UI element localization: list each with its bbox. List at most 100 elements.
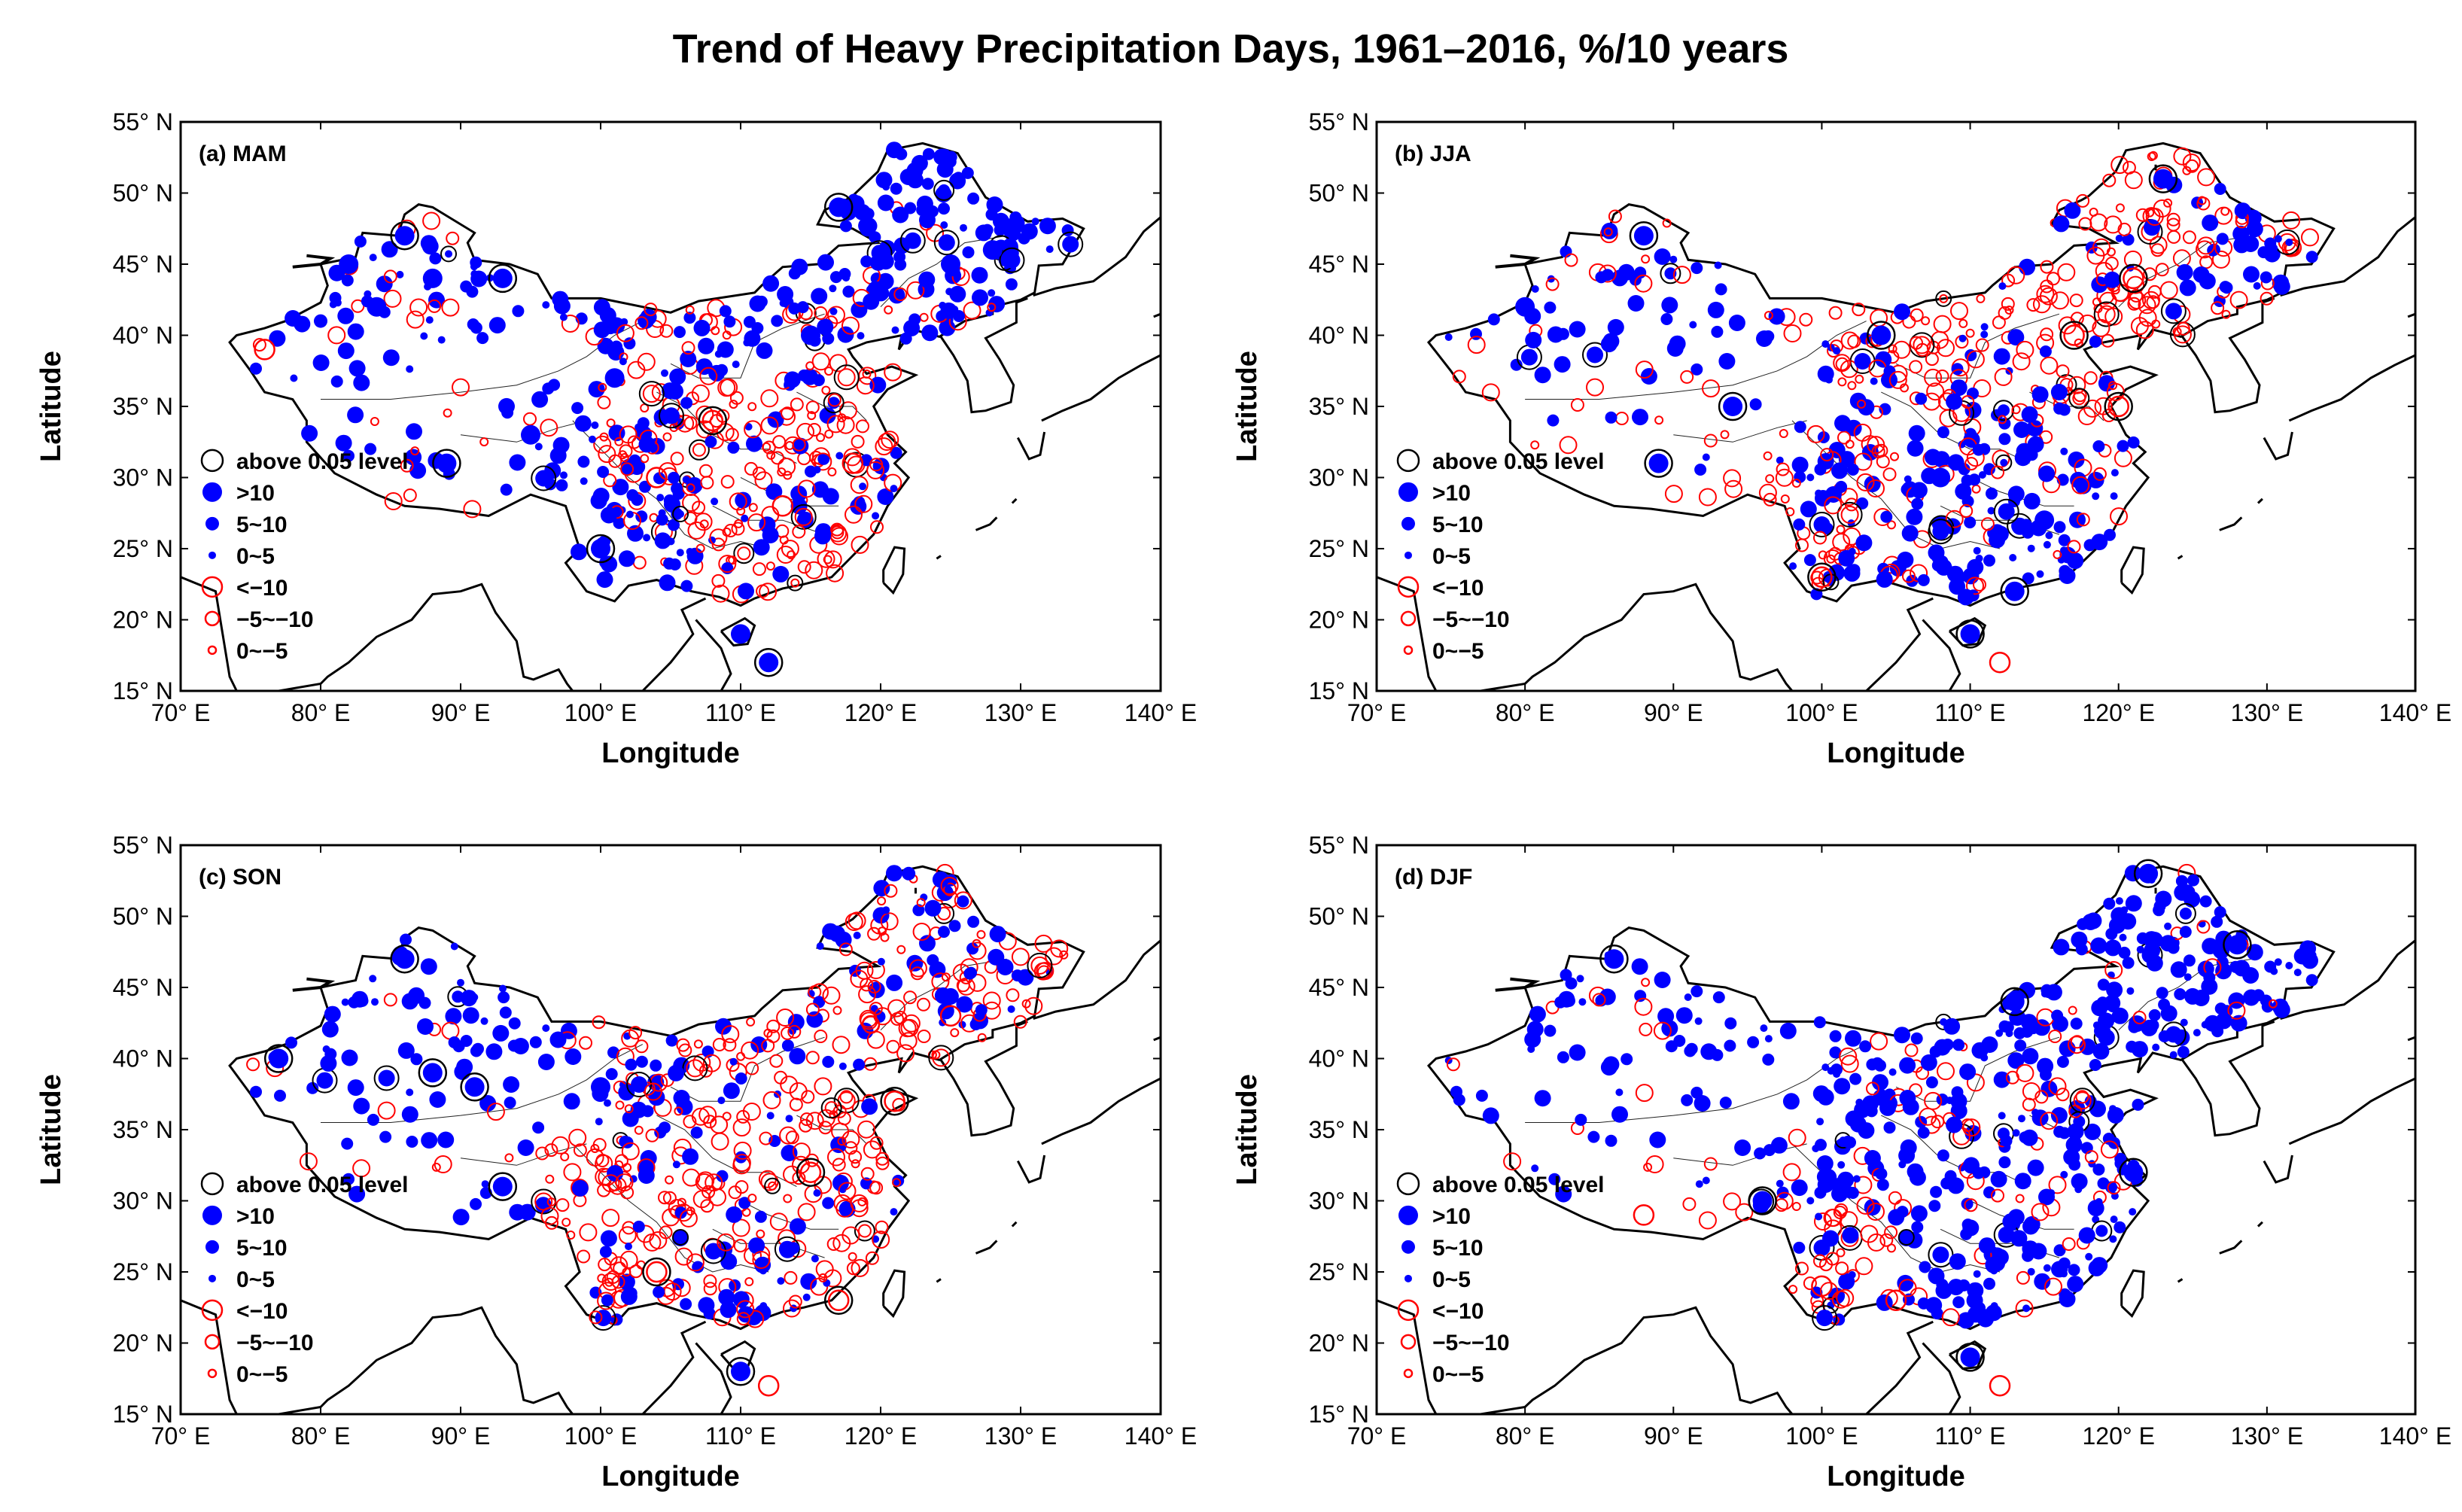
station-marker [711,584,730,603]
station-marker [601,1209,620,1228]
station-marker [911,154,928,172]
station-marker [663,407,680,424]
station-marker [1959,503,1974,518]
legend-marker [200,449,224,473]
station-marker [854,494,873,513]
station-point [464,1077,485,1097]
station-point [394,949,415,969]
station-marker [886,974,903,991]
station-marker [674,1106,683,1116]
station-marker [406,423,422,440]
legend-marker [1396,449,1420,473]
station-marker [1531,1164,1539,1173]
station-marker [2104,939,2122,957]
coastline [936,555,942,560]
station-marker [853,931,861,939]
station-marker [352,1159,371,1178]
station-marker [1967,558,1984,576]
station-marker [1856,473,1875,491]
station-marker [523,412,537,426]
station-marker [531,391,549,408]
station-marker [910,966,924,981]
station-marker [601,1294,613,1307]
station-marker [1554,356,1571,373]
y-tick-label: 55° N [113,832,173,859]
y-tick-label: 30° N [113,464,173,491]
station-marker [1816,1155,1834,1172]
station-marker [1837,377,1847,387]
station-marker [250,362,262,375]
legend-marker [1403,645,1414,656]
station-marker [866,961,885,979]
station-marker [600,1230,617,1247]
station-marker [857,332,865,340]
station-marker [2146,295,2160,309]
station-marker [720,1301,737,1319]
station-marker [301,424,318,442]
y-tick-label: 15° N [113,677,173,704]
station-marker [797,1203,816,1221]
station-marker [875,1156,890,1170]
station-marker [329,291,342,304]
station-point [591,1077,610,1097]
significance-ring [764,1177,781,1194]
y-tick-label: 55° N [1309,832,1369,859]
station-marker [1898,1161,1907,1169]
station-marker [577,455,590,468]
station-marker [1569,321,1586,338]
significance-ring [1644,449,1673,478]
station-marker [1976,294,1986,303]
station-marker [1813,516,1831,533]
station-marker [694,513,713,531]
station-marker [776,546,795,564]
station-marker [1711,325,1724,338]
legend-marker [200,1172,224,1196]
legend-marker [208,551,216,559]
station-marker [1691,262,1703,275]
station-marker [2216,956,2229,969]
station-marker [2193,266,2210,283]
coastline [2263,1155,2293,1184]
station-marker [1557,1051,1569,1063]
station-marker [2026,298,2041,312]
station-marker [1919,1211,1927,1218]
station-marker [2153,904,2165,917]
station-marker [1749,398,1762,411]
station-marker [792,525,806,539]
station-marker [2067,1123,2084,1140]
station-marker [656,513,668,526]
station-marker [1639,1022,1653,1036]
map-layer [1377,859,2415,1414]
map-layer [1377,141,2415,691]
station-marker [2002,1213,2019,1231]
station-marker [408,987,425,1004]
station-point [2153,169,2173,189]
significance-ring [2174,902,2196,924]
station-marker [779,1126,798,1145]
station-marker [1544,1024,1557,1037]
significance-ring [2104,391,2133,421]
station-marker [842,285,855,298]
station-marker [878,926,887,936]
legend-marker [1397,1299,1420,1322]
station-marker [498,991,510,1004]
station-marker [1776,456,1784,464]
station-marker [853,1058,866,1071]
station-marker [779,535,789,545]
coastline [2257,497,2263,504]
station-marker [566,1231,576,1240]
station-marker [2169,1051,2177,1059]
station-marker [420,958,437,975]
station-marker [863,1140,881,1159]
significance-ring [688,439,710,461]
map-layer [181,141,1161,691]
station-marker [733,1239,747,1253]
station-marker [789,1218,806,1235]
station-marker [1946,393,1963,410]
station-marker [723,1038,737,1052]
station-marker [718,1288,735,1306]
station-markers [246,863,1069,1397]
station-marker [1446,1057,1460,1072]
x-tick-label: 140° E [1124,699,1197,726]
